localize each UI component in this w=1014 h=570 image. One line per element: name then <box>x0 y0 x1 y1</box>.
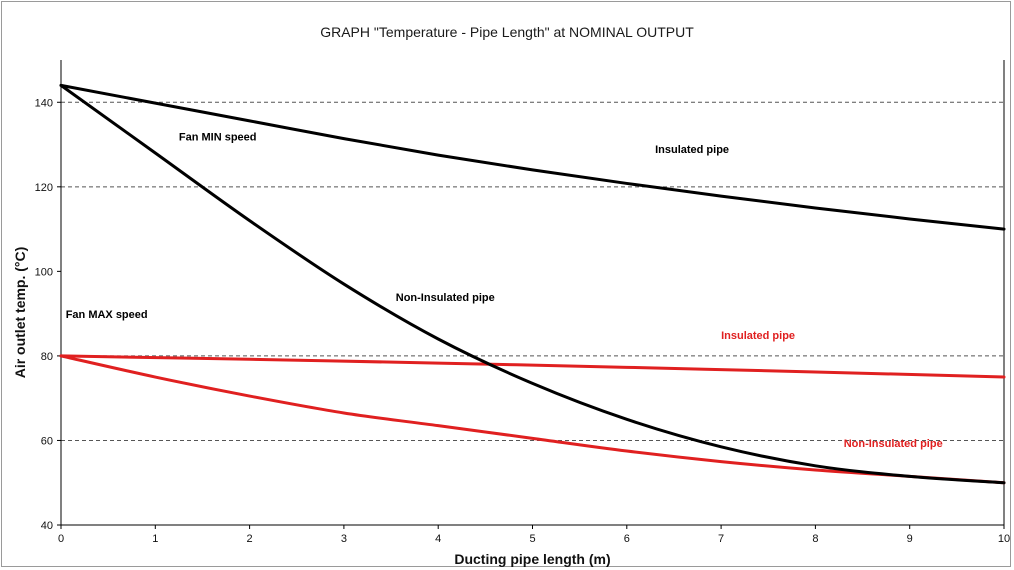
annotation-min-noninsulated: Non-Insulated pipe <box>396 292 495 304</box>
y-axis-label: Air outlet temp. (°C) <box>12 247 28 379</box>
y-tick-label-60: 60 <box>41 435 53 447</box>
series-line-fan-min-speed-non-insulated-pipe <box>59 83 1006 485</box>
y-tick-label-40: 40 <box>41 520 53 532</box>
y-tick-label-140: 140 <box>35 97 53 109</box>
x-tick-label-1: 1 <box>152 533 158 545</box>
annotation-fan-min: Fan MIN speed <box>179 131 257 143</box>
x-tick-label-3: 3 <box>341 533 347 545</box>
annotation-layer: Fan MIN speed Insulated pipe Non-Insulated… <box>66 131 943 449</box>
y-tick-label-100: 100 <box>35 266 53 278</box>
x-tick-label-7: 7 <box>718 533 724 545</box>
annotation-fan-max: Fan MAX speed <box>66 309 148 321</box>
x-tick-label-5: 5 <box>529 533 535 545</box>
x-tick-label-0: 0 <box>58 533 64 545</box>
x-tick-label-8: 8 <box>812 533 818 545</box>
x-axis-label: Ducting pipe length (m) <box>454 551 610 567</box>
series-layer <box>59 83 1006 485</box>
grid-layer <box>61 101 1004 441</box>
x-tick-label-10: 10 <box>998 533 1010 545</box>
x-tick-label-4: 4 <box>435 533 441 545</box>
annotation-max-insulated: Insulated pipe <box>721 330 795 342</box>
series-line-fan-min-speed-insulated-pipe <box>59 83 1006 231</box>
y-tick-label-80: 80 <box>41 351 53 363</box>
x-tick-label-9: 9 <box>907 533 913 545</box>
y-tick-label-120: 120 <box>35 182 53 194</box>
annotation-min-insulated: Insulated pipe <box>655 144 729 156</box>
x-tick-label-6: 6 <box>624 533 630 545</box>
axes-layer: 40 60 80 100 120 140 0 1 2 3 4 5 6 7 8 9 10 <box>35 60 1010 545</box>
series-line-fan-max-speed-non-insulated-pipe <box>59 354 1006 485</box>
x-tick-label-2: 2 <box>247 533 253 545</box>
annotation-max-noninsulated: Non-Insulated pipe <box>844 438 943 450</box>
series-line-fan-max-speed-insulated-pipe <box>59 354 1006 379</box>
chart-title: GRAPH "Temperature - Pipe Length" at NOM… <box>320 24 694 40</box>
